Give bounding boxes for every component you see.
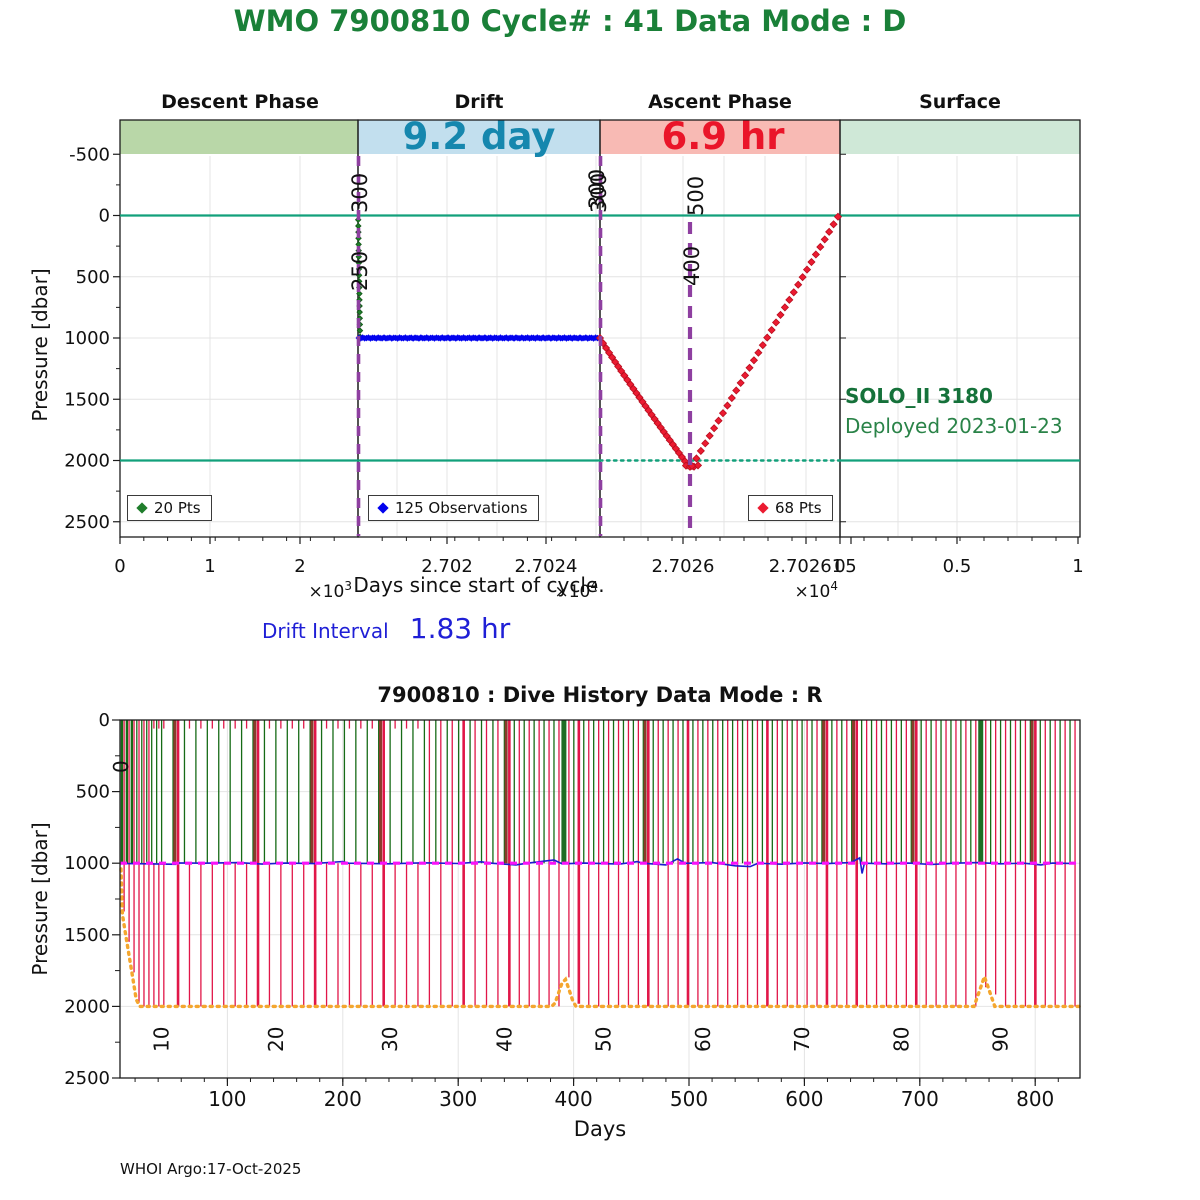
svg-text:2.7026: 2.7026	[652, 556, 715, 577]
svg-text:0: 0	[99, 710, 110, 731]
legend-ascent-label: 68 Pts	[775, 499, 822, 517]
svg-text:1000: 1000	[64, 853, 110, 874]
svg-text:×104: ×104	[554, 579, 598, 602]
drift-depth-trace	[120, 856, 1076, 874]
svg-text:2.70261: 2.70261	[769, 556, 843, 577]
svg-text:-500: -500	[69, 144, 110, 165]
svg-text:300: 300	[439, 1087, 477, 1111]
svg-text:0: 0	[109, 760, 133, 773]
svg-text:70: 70	[790, 1027, 814, 1052]
svg-text:20: 20	[264, 1027, 288, 1052]
svg-text:500: 500	[684, 176, 708, 216]
svg-text:40: 40	[492, 1027, 516, 1052]
svg-text:400: 400	[680, 246, 704, 286]
dive-profile-lines	[120, 720, 1076, 1007]
svg-text:0: 0	[834, 556, 845, 577]
svg-text:2500: 2500	[64, 1068, 110, 1089]
ascent-band	[600, 120, 840, 154]
svg-text:90: 90	[989, 1027, 1013, 1052]
red-diamond-icon	[757, 502, 769, 514]
svg-text:0: 0	[114, 556, 125, 577]
page-title: WMO 7900810 Cycle# : 41 Data Mode : D	[233, 4, 907, 38]
legend-ascent: 68 Pts	[748, 495, 833, 521]
svg-text:0.5: 0.5	[943, 556, 972, 577]
legend-descent-label: 20 Pts	[154, 499, 201, 517]
svg-text:2: 2	[294, 556, 305, 577]
svg-text:1000: 1000	[64, 328, 110, 349]
svg-text:0: 0	[99, 206, 110, 227]
svg-text:30: 30	[378, 1027, 402, 1052]
blue-diamond-icon	[377, 502, 389, 514]
phase-label-descent: Descent Phase	[161, 91, 319, 113]
svg-text:2.7024: 2.7024	[515, 556, 578, 577]
svg-text:1500: 1500	[64, 925, 110, 946]
descent-band	[120, 120, 358, 154]
svg-text:80: 80	[889, 1027, 913, 1052]
svg-text:×104: ×104	[794, 579, 838, 602]
svg-text:1: 1	[1072, 556, 1083, 577]
svg-text:×103: ×103	[308, 579, 352, 602]
ascent-duration-text: 6.9 hr	[661, 115, 785, 158]
deployed-date-text: Deployed 2023-01-23	[845, 414, 1063, 438]
footer-credit: WHOI Argo:17-Oct-2025	[120, 1160, 302, 1178]
svg-text:50: 50	[592, 1027, 616, 1052]
drift-duration-text: 9.2 day	[402, 115, 556, 158]
float-id-text: SOLO_II 3180	[845, 384, 993, 408]
green-diamond-icon	[136, 502, 148, 514]
drift-interval-label: Drift Interval	[262, 619, 389, 643]
phase-label-drift: Drift	[454, 91, 504, 113]
legend-descent: 20 Pts	[127, 495, 212, 521]
svg-text:Pressure [dbar]: Pressure [dbar]	[28, 822, 52, 975]
svg-text:2000: 2000	[64, 451, 110, 472]
svg-text:1500: 1500	[64, 389, 110, 410]
svg-text:10: 10	[150, 1027, 174, 1052]
phase-label-ascent: Ascent Phase	[648, 91, 792, 113]
legend-drift-label: 125 Observations	[395, 499, 528, 517]
svg-text:Days since start of cycle.: Days since start of cycle.	[353, 573, 604, 597]
svg-text:2500: 2500	[64, 512, 110, 533]
svg-text:Pressure [dbar]: Pressure [dbar]	[28, 268, 52, 421]
svg-text:5: 5	[845, 556, 856, 577]
phase-label-surface: Surface	[919, 91, 1001, 113]
svg-text:500: 500	[670, 1087, 708, 1111]
svg-text:1: 1	[204, 556, 215, 577]
svg-text:500: 500	[76, 267, 110, 288]
svg-text:Days: Days	[574, 1117, 626, 1141]
svg-text:100: 100	[208, 1087, 246, 1111]
svg-text:300: 300	[585, 169, 609, 209]
svg-text:700: 700	[901, 1087, 939, 1111]
max-depth-envelope	[119, 867, 1084, 1009]
svg-text:7900810 : Dive History Da: 7900810 : Dive History Data Mode : R	[377, 683, 822, 707]
drift-interval-value: 1.83 hr	[409, 612, 511, 645]
svg-text:800: 800	[1016, 1087, 1054, 1111]
svg-text:400: 400	[555, 1087, 593, 1111]
top-drift-series	[355, 334, 603, 342]
svg-text:200: 200	[324, 1087, 362, 1111]
svg-text:600: 600	[785, 1087, 823, 1111]
svg-text:60: 60	[691, 1027, 715, 1052]
legend-drift: 125 Observations	[368, 495, 539, 521]
surface-band	[840, 120, 1080, 154]
svg-text:500: 500	[76, 782, 110, 803]
svg-text:2.702: 2.702	[421, 556, 473, 577]
svg-text:250: 250	[348, 251, 372, 291]
top-ascent-series	[595, 212, 843, 471]
svg-text:2000: 2000	[64, 996, 110, 1017]
svg-text:300: 300	[348, 173, 372, 213]
svg-text:300: 300	[587, 173, 611, 213]
drift-band	[358, 120, 600, 154]
drift-interval-caption: Drift Interval 1.83 hr	[262, 612, 510, 645]
